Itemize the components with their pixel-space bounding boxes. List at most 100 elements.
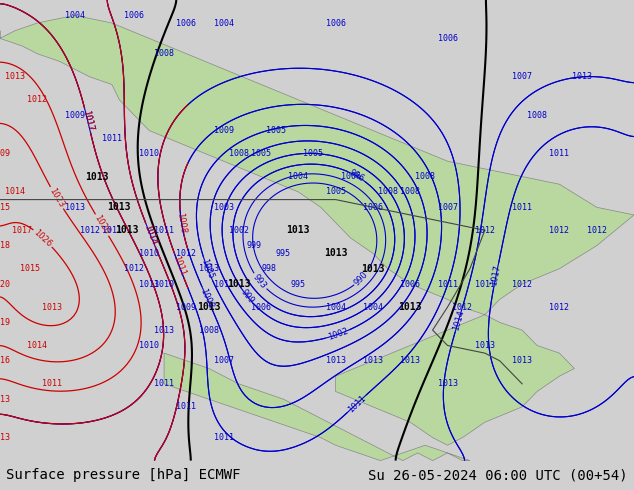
Text: 1009: 1009 <box>214 126 234 135</box>
Text: 1011: 1011 <box>42 379 62 389</box>
Text: 1011: 1011 <box>214 433 234 442</box>
Text: 1014: 1014 <box>5 187 25 196</box>
Text: 1012: 1012 <box>124 264 145 273</box>
Text: 990: 990 <box>353 270 370 287</box>
Text: 1013: 1013 <box>154 325 174 335</box>
Text: 1013: 1013 <box>361 264 385 274</box>
Text: 1008: 1008 <box>527 111 547 120</box>
Text: 1015: 1015 <box>0 203 10 212</box>
Text: 1011: 1011 <box>437 279 458 289</box>
Text: 1012: 1012 <box>27 95 48 104</box>
Text: 1026: 1026 <box>32 227 54 248</box>
Text: 999: 999 <box>239 288 256 306</box>
Text: 1012: 1012 <box>176 249 197 258</box>
Text: 1017: 1017 <box>489 264 503 286</box>
Text: 1008: 1008 <box>199 325 219 335</box>
Text: 1006: 1006 <box>124 11 145 20</box>
Text: 1011: 1011 <box>154 226 174 235</box>
Text: 1017: 1017 <box>13 226 32 235</box>
Text: 1018: 1018 <box>0 241 10 250</box>
Polygon shape <box>0 15 634 445</box>
Text: 1013: 1013 <box>512 356 532 366</box>
Text: 1004: 1004 <box>288 172 308 181</box>
Text: 1004: 1004 <box>65 11 84 20</box>
Text: 1011: 1011 <box>214 279 234 289</box>
Text: 1020: 1020 <box>93 214 111 236</box>
Text: 1013: 1013 <box>5 72 25 81</box>
Text: 1011: 1011 <box>475 279 495 289</box>
Polygon shape <box>164 353 470 461</box>
Text: 1014: 1014 <box>27 341 48 350</box>
Text: 1010: 1010 <box>154 279 174 289</box>
Text: 999: 999 <box>246 241 261 250</box>
Text: 1002: 1002 <box>229 226 249 235</box>
Text: 1013: 1013 <box>197 302 221 312</box>
Text: 1011: 1011 <box>346 393 368 414</box>
Text: 1012: 1012 <box>550 226 569 235</box>
Text: 1006: 1006 <box>363 203 383 212</box>
Text: 1017: 1017 <box>81 109 94 132</box>
Text: 1007: 1007 <box>214 356 234 366</box>
Text: 993: 993 <box>251 272 268 290</box>
Text: 1013: 1013 <box>42 302 62 312</box>
Text: 1013: 1013 <box>85 172 108 182</box>
Text: 1013: 1013 <box>227 279 250 289</box>
Text: 1006: 1006 <box>437 34 458 43</box>
Text: 1005: 1005 <box>200 258 216 280</box>
Text: 1007: 1007 <box>512 72 532 81</box>
Text: 1013: 1013 <box>437 379 458 389</box>
Text: 1007: 1007 <box>437 203 458 212</box>
Text: 1013: 1013 <box>572 72 592 81</box>
Text: 1003: 1003 <box>214 203 234 212</box>
Text: 998: 998 <box>261 264 276 273</box>
Text: 1005: 1005 <box>266 126 286 135</box>
Text: 1008: 1008 <box>176 212 188 234</box>
Text: 1010: 1010 <box>139 249 159 258</box>
Text: 1012: 1012 <box>475 226 495 235</box>
Text: 1012: 1012 <box>512 279 532 289</box>
Text: 1006: 1006 <box>400 279 420 289</box>
Text: 1013: 1013 <box>324 248 347 258</box>
Text: 1012: 1012 <box>79 226 100 235</box>
Text: 1019: 1019 <box>0 318 10 327</box>
Text: 1014: 1014 <box>142 223 158 246</box>
Text: 1010: 1010 <box>139 149 159 158</box>
Text: 1017: 1017 <box>81 109 94 132</box>
Text: 1014: 1014 <box>142 223 158 246</box>
Text: 1012: 1012 <box>453 302 472 312</box>
Text: 1006: 1006 <box>176 19 197 27</box>
Text: 1011: 1011 <box>176 402 197 412</box>
Text: 1006: 1006 <box>251 302 271 312</box>
Text: 1011: 1011 <box>102 226 122 235</box>
Text: 1008: 1008 <box>154 49 174 58</box>
Text: 1015: 1015 <box>20 264 40 273</box>
Text: 1004: 1004 <box>214 19 234 27</box>
Text: 1005: 1005 <box>303 149 323 158</box>
Text: 1013: 1013 <box>115 225 139 235</box>
Text: 1009: 1009 <box>176 302 197 312</box>
Text: 1013: 1013 <box>199 264 219 273</box>
Text: 1004: 1004 <box>326 302 346 312</box>
Text: 1013: 1013 <box>65 203 84 212</box>
Text: 1013: 1013 <box>399 302 422 312</box>
Text: 1011: 1011 <box>102 134 122 143</box>
Text: 1002: 1002 <box>327 327 349 342</box>
Text: 1013: 1013 <box>287 225 310 235</box>
Text: 1012: 1012 <box>550 302 569 312</box>
Text: 996: 996 <box>347 169 366 184</box>
Text: 1023: 1023 <box>48 187 66 209</box>
Text: 1014: 1014 <box>451 308 466 331</box>
Text: Surface pressure [hPa] ECMWF: Surface pressure [hPa] ECMWF <box>6 468 241 482</box>
Text: 1011: 1011 <box>512 203 532 212</box>
Text: 1013: 1013 <box>475 341 495 350</box>
Text: 1011: 1011 <box>171 254 187 277</box>
Text: 1016: 1016 <box>0 356 10 366</box>
Text: 1012: 1012 <box>586 226 607 235</box>
Text: Su 26-05-2024 06:00 UTC (00+54): Su 26-05-2024 06:00 UTC (00+54) <box>368 468 628 482</box>
Text: 1008: 1008 <box>415 172 435 181</box>
Text: 1011: 1011 <box>550 149 569 158</box>
Text: 1006: 1006 <box>340 172 361 181</box>
Text: 1008: 1008 <box>198 287 216 310</box>
Text: 1010: 1010 <box>139 341 159 350</box>
Text: 1013: 1013 <box>0 433 10 442</box>
